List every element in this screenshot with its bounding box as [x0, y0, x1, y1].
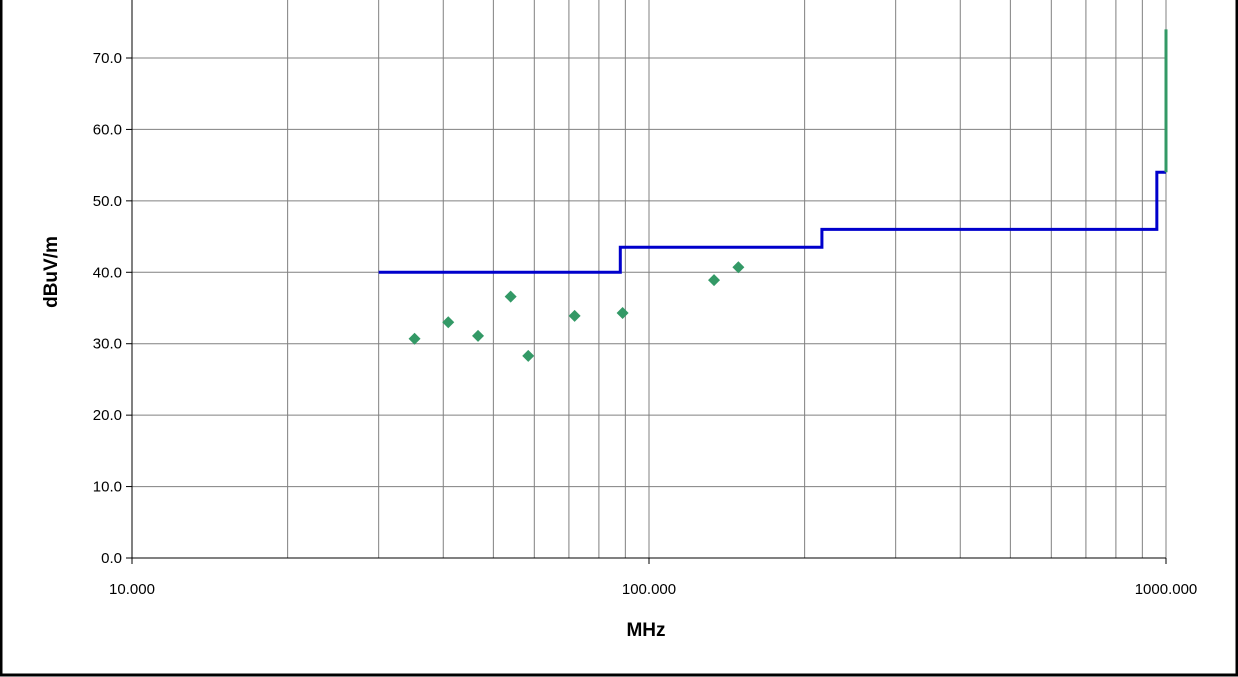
data-point-diamond: [616, 307, 629, 319]
y-tick-label: 40.0: [93, 264, 122, 281]
x-tick-label: 100.000: [622, 581, 676, 598]
y-tick-label: 0.0: [101, 550, 122, 567]
data-point-diamond: [442, 316, 455, 329]
y-tick-label: 70.0: [93, 50, 122, 67]
y-tick-label: 10.0: [93, 479, 122, 496]
series: [378, 29, 1168, 362]
y-axis-title: dBuV/m: [41, 236, 62, 308]
data-point-diamond: [568, 309, 581, 322]
data-point-diamond: [708, 274, 721, 287]
y-tick-label: 60.0: [93, 121, 122, 138]
axes: [126, 0, 1167, 564]
x-tick-label: 1000.000: [1135, 581, 1198, 598]
data-point-diamond: [472, 329, 485, 342]
data-point-diamond: [504, 290, 517, 303]
y-tick-label: 50.0: [93, 193, 122, 210]
data-point-diamond: [408, 332, 421, 345]
data-point-diamond: [732, 261, 745, 274]
grid: [132, 0, 1167, 558]
tick-labels: 0.0 10.0 20.0 30.0 40.0 50.0 60.0 70.0 10.000 100…: [93, 50, 1197, 598]
y-tick-label: 30.0: [93, 336, 122, 353]
limit-line: [378, 170, 1166, 274]
data-point-diamond: [522, 349, 535, 362]
y-tick-label: 20.0: [93, 407, 122, 424]
x-tick-label: 10.000: [109, 581, 155, 598]
x-axis-title: MHz: [626, 620, 665, 641]
